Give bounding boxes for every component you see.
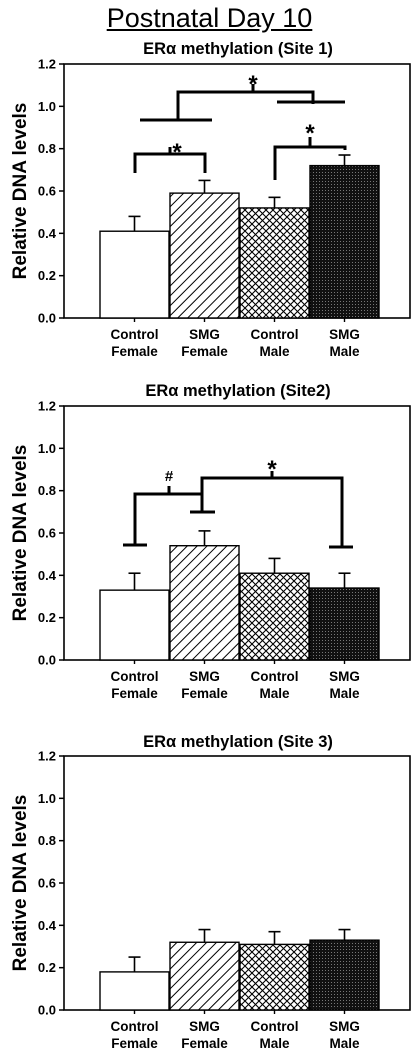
significance-bracket xyxy=(176,90,315,120)
bar-control-female xyxy=(99,230,170,319)
x-tick-label: SMG xyxy=(189,327,220,342)
bar-smg-female xyxy=(169,192,240,319)
y-tick-label: 0.6 xyxy=(38,876,56,891)
y-tick-label: 0.2 xyxy=(38,610,56,625)
chart-title: ERα methylation (Site 1) xyxy=(143,40,333,58)
x-tick-label: Control xyxy=(251,669,299,684)
x-tick-label: SMG xyxy=(329,669,360,684)
x-tick-label: Female xyxy=(111,344,158,359)
significance-asterisk: * xyxy=(267,456,277,483)
bar-smg-female xyxy=(169,545,240,661)
x-tick-label: SMG xyxy=(189,1019,220,1034)
y-tick-label: 0.2 xyxy=(38,960,56,975)
y-tick-label: 0.6 xyxy=(38,184,56,199)
x-tick-label: Control xyxy=(111,669,159,684)
chart-panel-2: ERα methylation (Site2) 0.0 0.2 0.4 0.6 0.8 1.… xyxy=(10,382,411,701)
bar-control-male xyxy=(239,207,310,319)
chart-title: ERα methylation (Site2) xyxy=(145,382,330,400)
significance-asterisk: * xyxy=(248,71,258,98)
x-tick-label: Female xyxy=(181,344,228,359)
bar-control-female xyxy=(99,589,170,661)
x-tick-label: SMG xyxy=(329,327,360,342)
significance-asterisk: * xyxy=(305,120,315,147)
bar-smg-male xyxy=(309,164,380,319)
y-tick-label: 1.0 xyxy=(38,791,56,806)
bar-smg-male xyxy=(309,587,380,661)
y-tick-label: 0.0 xyxy=(38,311,56,326)
significance-bracket xyxy=(133,152,207,173)
y-tick-label: 1.2 xyxy=(38,749,56,764)
y-axis-label: Relative DNA levels xyxy=(10,795,31,972)
chart-title: ERα methylation (Site 3) xyxy=(143,733,333,751)
bar-smg-male xyxy=(309,939,380,1011)
x-tick-label: Male xyxy=(329,686,360,701)
y-tick-label: 0.2 xyxy=(38,268,56,283)
y-axis-label: Relative DNA levels xyxy=(10,445,31,622)
y-tick-label: 1.0 xyxy=(38,99,56,114)
y-tick-label: 0.4 xyxy=(38,918,57,933)
x-tick-label: Control xyxy=(251,327,299,342)
y-tick-label: 1.2 xyxy=(38,57,56,72)
x-tick-label: Male xyxy=(259,686,290,701)
bar-control-male xyxy=(239,572,310,661)
bar-control-female xyxy=(99,971,170,1011)
y-tick-label: 1.0 xyxy=(38,441,56,456)
x-tick-label: Control xyxy=(111,327,159,342)
x-tick-label: Male xyxy=(259,344,290,359)
chart-panels: ERα methylation (Site 1) 0.0 0.2 0.4 0.6 0.8 1… xyxy=(10,40,411,1050)
x-tick-label: Control xyxy=(251,1019,299,1034)
chart-panel-3: ERα methylation (Site 3) 0.0 0.2 0.4 0.6 0.8 1… xyxy=(10,733,411,1050)
x-tick-label: Male xyxy=(329,344,360,359)
significance-bracket xyxy=(200,476,344,547)
bar-smg-female xyxy=(169,941,240,1011)
y-tick-label: 0.4 xyxy=(38,568,57,583)
x-tick-label: Female xyxy=(111,1036,158,1050)
x-tick-label: SMG xyxy=(189,669,220,684)
significance-asterisk: * xyxy=(172,139,182,166)
x-tick-label: Female xyxy=(181,1036,228,1050)
significance-bracket xyxy=(133,492,204,545)
y-tick-label: 0.4 xyxy=(38,226,57,241)
x-tick-label: Male xyxy=(329,1036,360,1050)
x-tick-label: SMG xyxy=(329,1019,360,1034)
y-tick-label: 0.0 xyxy=(38,653,56,668)
y-tick-label: 0.6 xyxy=(38,526,56,541)
x-tick-label: Female xyxy=(181,686,228,701)
x-tick-label: Male xyxy=(259,1036,290,1050)
y-axis-label: Relative DNA levels xyxy=(10,103,31,280)
significance-hash: # xyxy=(165,468,174,485)
y-tick-label: 0.0 xyxy=(38,1003,56,1018)
x-tick-label: Female xyxy=(111,686,158,701)
y-tick-label: 0.8 xyxy=(38,483,56,498)
y-tick-label: 1.2 xyxy=(38,399,56,414)
chart-panel-1: ERα methylation (Site 1) 0.0 0.2 0.4 0.6 0.8 1… xyxy=(10,40,411,359)
x-tick-label: Control xyxy=(111,1019,159,1034)
y-tick-label: 0.8 xyxy=(38,141,56,156)
y-tick-label: 0.8 xyxy=(38,833,56,848)
bar-control-male xyxy=(239,943,310,1011)
figure-title: Postnatal Day 10 xyxy=(106,3,313,33)
